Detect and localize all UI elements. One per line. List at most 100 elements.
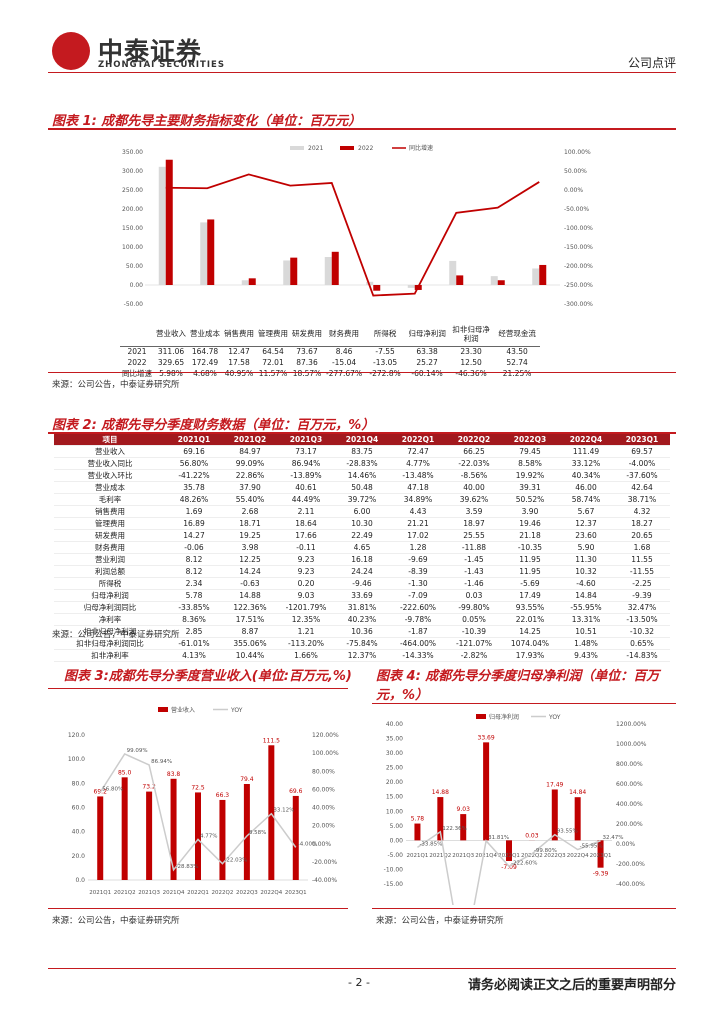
bar-2022: [456, 275, 464, 285]
yoy-data-label: -4.00%: [298, 841, 317, 847]
fig2-table-cell: 4.32: [614, 505, 670, 518]
bar-data-label: -7.09: [501, 864, 517, 871]
fig2-table-cell: 5.78: [166, 589, 222, 602]
fig2-table-cell: 1.68: [614, 541, 670, 554]
fig2-table-row-label: 销售费用: [54, 505, 166, 518]
right-tick-label: 50.00%: [564, 168, 587, 175]
fig1-table: 营业收入 营业成本 销售费用 管理费用 研发费用 财务费用 所得税 归母净利润 扣非归母净利润经…: [120, 322, 541, 379]
fig1-table-row-label: 2022: [127, 358, 147, 367]
fig2-table-cell: 18.97: [446, 517, 502, 530]
fig2-table-cell: 9.23: [278, 553, 334, 566]
fig2-table-row: 营业收入环比 -41.22% 22.86% -13.89% 14.46% -13.48% -…: [54, 469, 670, 482]
fig2-table-cell: -9.78%: [390, 613, 446, 626]
x-tick-label: 2021Q4: [163, 890, 185, 896]
fig2-table-cell: 20.65: [614, 529, 670, 542]
fig2-table-cell: 23.60: [558, 529, 614, 542]
bar-data-label: 79.4: [240, 776, 254, 783]
fig2-table-cell: -5.69: [502, 577, 558, 590]
fig4-chart: 归母净利润 YOY 40.00 35.00 30.00 25.00 20.00 15.00 10…: [384, 713, 647, 905]
fig2-table-cell: -10.35: [502, 541, 558, 554]
legend-swatch-bar: [158, 707, 168, 712]
yoy-data-label: -55.95%: [580, 844, 603, 850]
left-tick-label: 30.00: [386, 750, 403, 757]
fig2-table-cell: 17.49: [502, 589, 558, 602]
fig2-table-cell: -0.63: [222, 577, 278, 590]
fig1-table-cell: 8.46: [335, 347, 353, 357]
left-tick-label: 50.00: [126, 263, 143, 270]
left-tick-label: 0.00: [390, 837, 404, 844]
fig2-table-header-cell: 2021Q3: [278, 434, 334, 446]
fig1-table-cell: 17.58: [228, 358, 250, 367]
fig2-table-cell: 0.05%: [446, 613, 502, 626]
fig2-table-cell: 0.03: [446, 589, 502, 602]
left-tick-label: 80.0: [72, 780, 86, 787]
bar-2022: [373, 285, 381, 291]
fig2-table-row: 销售费用 1.69 2.68 2.11 6.00 4.43 3.59 3.90 5.67 4.32: [54, 505, 670, 518]
fig2-table-cell: -33.85%: [166, 601, 222, 614]
right-tick-label: -100.00%: [564, 225, 593, 232]
right-tick-label: 100.00%: [564, 149, 591, 156]
left-tick-label: 40.0: [72, 829, 86, 836]
fig2-table-cell: 19.46: [502, 517, 558, 530]
fig1-table-header-cell: 管理费用: [256, 322, 290, 347]
bar: [597, 840, 604, 868]
yoy-data-label: 122.36%: [442, 826, 466, 832]
right-tick-label: -150.00%: [564, 244, 593, 251]
bar-2022: [539, 264, 547, 285]
fig2-table-cell: 11.55: [614, 553, 670, 566]
bar-2021: [158, 166, 166, 285]
fig2-table-cell: 48.26%: [166, 493, 222, 506]
fig1-table-cell: 63.38: [416, 347, 438, 357]
fig2-table-cell: 84.97: [222, 445, 278, 458]
fig2-table-cell: -14.33%: [390, 649, 446, 662]
fig2-table-cell: 5.90: [558, 541, 614, 554]
fig1-table-cell: -277.67%: [326, 369, 363, 378]
fig2-table-cell: 42.64: [614, 481, 670, 494]
x-tick-label: 2022Q3: [236, 890, 258, 896]
fig2-table-row-label: 管理费用: [54, 517, 166, 530]
legend-label-bar: 营业收入: [171, 706, 195, 714]
fig2-table-cell: 66.25: [446, 445, 502, 458]
legend-swatch-2021: [290, 146, 304, 150]
fig2-table-cell: 31.81%: [334, 601, 390, 614]
fig2-table-cell: 14.25: [502, 625, 558, 638]
fig1-table-cell: 311.06: [157, 347, 185, 357]
x-tick-label: 2021Q3: [452, 853, 474, 859]
left-tick-label: -50.00: [124, 301, 144, 308]
fig1-table-header-cell: 销售费用: [222, 322, 256, 347]
right-tick-label: -400.00%: [616, 881, 645, 888]
fig2-table-cell: 19.92%: [502, 469, 558, 482]
fig2-table-cell: 1074.04%: [502, 637, 558, 650]
bar-data-label: 69.6: [289, 788, 303, 795]
bar: [97, 796, 104, 880]
fig2-table-cell: 5.67: [558, 505, 614, 518]
fig2-table-cell: 69.57: [614, 445, 670, 458]
fig2-table-cell: 122.36%: [222, 601, 278, 614]
x-tick-label: 2021Q2: [114, 890, 136, 896]
right-tick-label: -250.00%: [564, 282, 593, 289]
fig2-table-header-row: 项目 2021Q1 2021Q2 2021Q3 2021Q4 2022Q1 2022Q2 20…: [54, 434, 670, 446]
fig2-table-cell: 13.31%: [558, 613, 614, 626]
fig2-table-cell: -11.55: [614, 565, 670, 578]
fig2-table-cell: -14.83%: [614, 649, 670, 662]
fig2-table-cell: -7.09: [390, 589, 446, 602]
left-tick-label: 300.00: [122, 168, 143, 175]
left-tick-label: 20.0: [72, 853, 86, 860]
fig3-bottom-rule: [48, 908, 348, 909]
fig2-table-row-label: 营业成本: [54, 481, 166, 494]
fig2-table-cell: 18.27: [614, 517, 670, 530]
left-tick-label: 20.00: [386, 779, 403, 786]
fig2-table-cell: 10.44%: [222, 649, 278, 662]
yoy-data-label: -222.60%: [511, 860, 537, 866]
fig1-table-cell: 11.57%: [258, 369, 288, 378]
yoy-data-label: 4.77%: [200, 833, 217, 839]
fig1-table-cell: 12.47: [228, 347, 250, 357]
fig1-table-row: 2022 329.65 172.49 17.58 72.01 87.36 -15.04 -13…: [120, 357, 540, 368]
fig2-table-row-label: 归母净利润: [54, 589, 166, 602]
bar: [170, 778, 177, 880]
fig1-table-cell: -7.55: [375, 347, 395, 357]
fig2-table-cell: 3.90: [502, 505, 558, 518]
right-tick-label: -200.00%: [564, 263, 593, 270]
x-tick-label: 2021Q2: [429, 853, 451, 859]
fig2-table-cell: 18.64: [278, 517, 334, 530]
